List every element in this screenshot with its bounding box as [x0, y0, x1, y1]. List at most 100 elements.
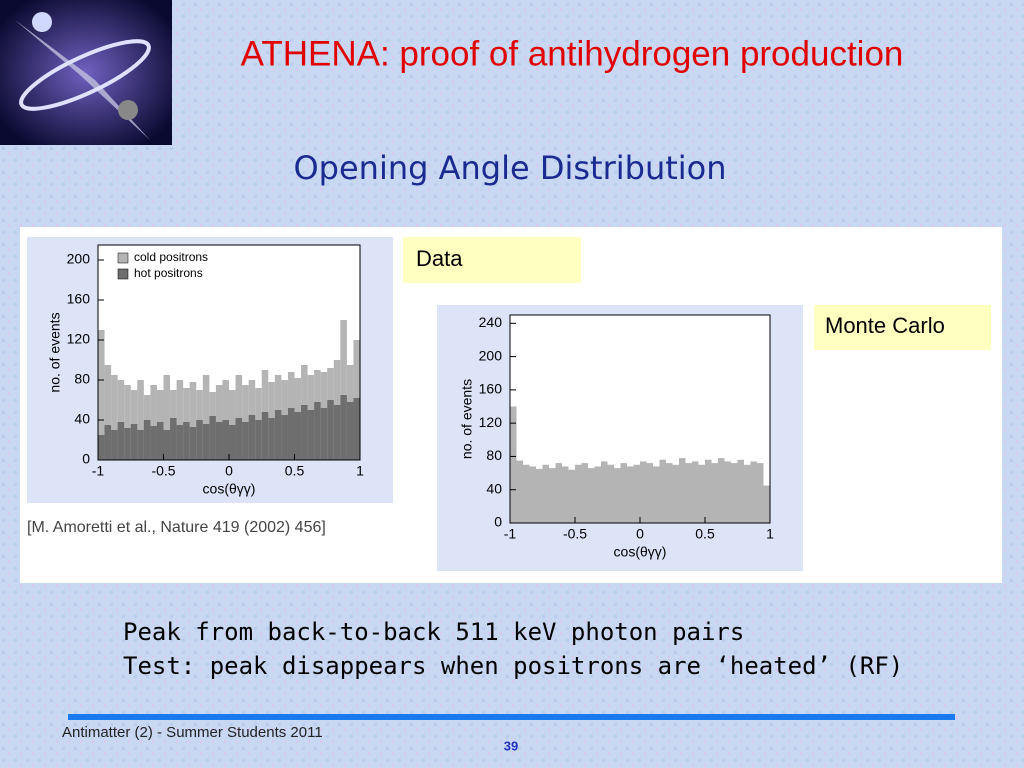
x-axis-label: cos(θγγ): [203, 481, 256, 497]
y-tick-label: 200: [479, 347, 503, 363]
legend-swatch: [117, 268, 129, 280]
histogram-bar: [692, 461, 699, 523]
mc-label: Monte Carlo: [825, 313, 945, 338]
x-tick-label: -1: [92, 463, 105, 479]
histogram-bar: [536, 468, 543, 523]
data-label: Data: [416, 246, 463, 271]
histogram-bar: [744, 464, 751, 523]
y-tick-label: 120: [67, 331, 91, 347]
y-tick-label: 160: [479, 381, 503, 397]
histogram-bar: [659, 459, 666, 523]
histogram-bar: [222, 420, 229, 460]
page-number: 39: [504, 738, 518, 753]
histogram-bar: [320, 408, 328, 460]
histogram-bar: [346, 402, 354, 460]
y-tick-label: 160: [67, 291, 91, 307]
histogram-bar: [340, 320, 347, 460]
histogram-bar: [281, 415, 288, 460]
histogram-bar: [287, 408, 295, 460]
histogram-bar: [542, 464, 549, 523]
histogram-bar: [229, 425, 236, 460]
histogram-bar: [124, 385, 131, 460]
logo: [0, 0, 172, 145]
y-axis-label: no. of events: [459, 379, 475, 459]
y-tick-label: 80: [486, 447, 502, 463]
histogram-bar: [750, 461, 757, 523]
histogram-bar: [353, 398, 360, 460]
x-tick-label: 0.5: [695, 526, 715, 542]
histogram-bar: [156, 422, 164, 460]
y-tick-label: 40: [74, 411, 90, 427]
y-tick-label: 120: [479, 414, 503, 430]
histogram-bar: [111, 375, 118, 460]
histogram-bar: [666, 463, 673, 523]
histogram-bar: [98, 435, 105, 460]
histogram-bar: [633, 464, 640, 523]
histogram-bar: [510, 406, 517, 523]
histogram-bar: [731, 463, 738, 523]
label-box: [814, 305, 991, 350]
y-tick-label: 240: [479, 314, 503, 330]
histogram-bar: [189, 382, 197, 460]
histogram-bar: [176, 425, 184, 460]
histogram-bar: [202, 424, 210, 460]
legend-label: cold positrons: [134, 250, 208, 264]
histogram-bar: [698, 464, 705, 523]
footer-line: [68, 714, 955, 720]
x-tick-label: 1: [356, 463, 364, 479]
histogram-bar: [124, 428, 131, 460]
histogram-bar: [705, 459, 712, 523]
y-tick-label: 200: [67, 251, 91, 267]
histogram-bar: [117, 380, 125, 460]
histogram-bar: [562, 466, 569, 523]
histogram-bar: [111, 430, 118, 460]
histogram-bar: [523, 464, 530, 523]
bullet: Peak from back-to-back 511 keV photon pa…: [123, 618, 744, 646]
slide-title: ATHENA: proof of antihydrogen production: [241, 34, 904, 73]
histogram-bar: [242, 422, 249, 460]
histogram-bar: [143, 420, 151, 460]
label-box: [403, 237, 581, 283]
histogram-bar: [255, 420, 262, 460]
histogram-bar: [653, 466, 660, 523]
histogram-bar: [672, 464, 679, 523]
histogram-bar: [215, 422, 223, 460]
x-tick-label: 1: [766, 526, 774, 542]
histogram-bar: [150, 385, 157, 460]
histogram-bar: [516, 460, 523, 523]
histogram-bar: [163, 375, 171, 460]
histogram-bar: [340, 395, 347, 460]
histogram-bar: [581, 463, 588, 523]
footer-text: Antimatter (2) - Summer Students 2011: [62, 724, 323, 741]
histogram-bar: [189, 427, 197, 460]
histogram-bar: [314, 402, 321, 460]
histogram-bar: [646, 463, 653, 523]
histogram-bar: [268, 418, 275, 460]
histogram-bar: [248, 415, 256, 460]
histogram-bar: [737, 459, 744, 523]
histogram-bar: [549, 468, 556, 523]
histogram-bar: [176, 380, 184, 460]
x-tick-label: 0: [636, 526, 644, 542]
histogram-bar: [568, 469, 575, 523]
legend-label: hot positrons: [134, 266, 203, 280]
histogram-bar: [117, 422, 125, 460]
x-tick-label: -1: [504, 526, 517, 542]
subtitle: Opening Angle Distribution: [293, 149, 726, 187]
histogram-bar: [104, 365, 112, 460]
histogram-bar: [757, 463, 764, 523]
histogram-bar: [763, 485, 770, 523]
histogram-bar: [614, 468, 621, 523]
histogram-bar: [235, 418, 243, 460]
x-tick-label: -0.5: [151, 463, 175, 479]
histogram-bar: [98, 330, 105, 460]
histogram-bar: [163, 430, 171, 460]
histogram-bar: [170, 418, 177, 460]
histogram-bar: [274, 410, 282, 460]
histogram-bar: [150, 426, 157, 460]
histogram-bar: [137, 430, 144, 460]
legend-swatch: [117, 252, 129, 264]
x-axis-label: cos(θγγ): [614, 544, 667, 560]
histogram-bar: [724, 461, 731, 523]
